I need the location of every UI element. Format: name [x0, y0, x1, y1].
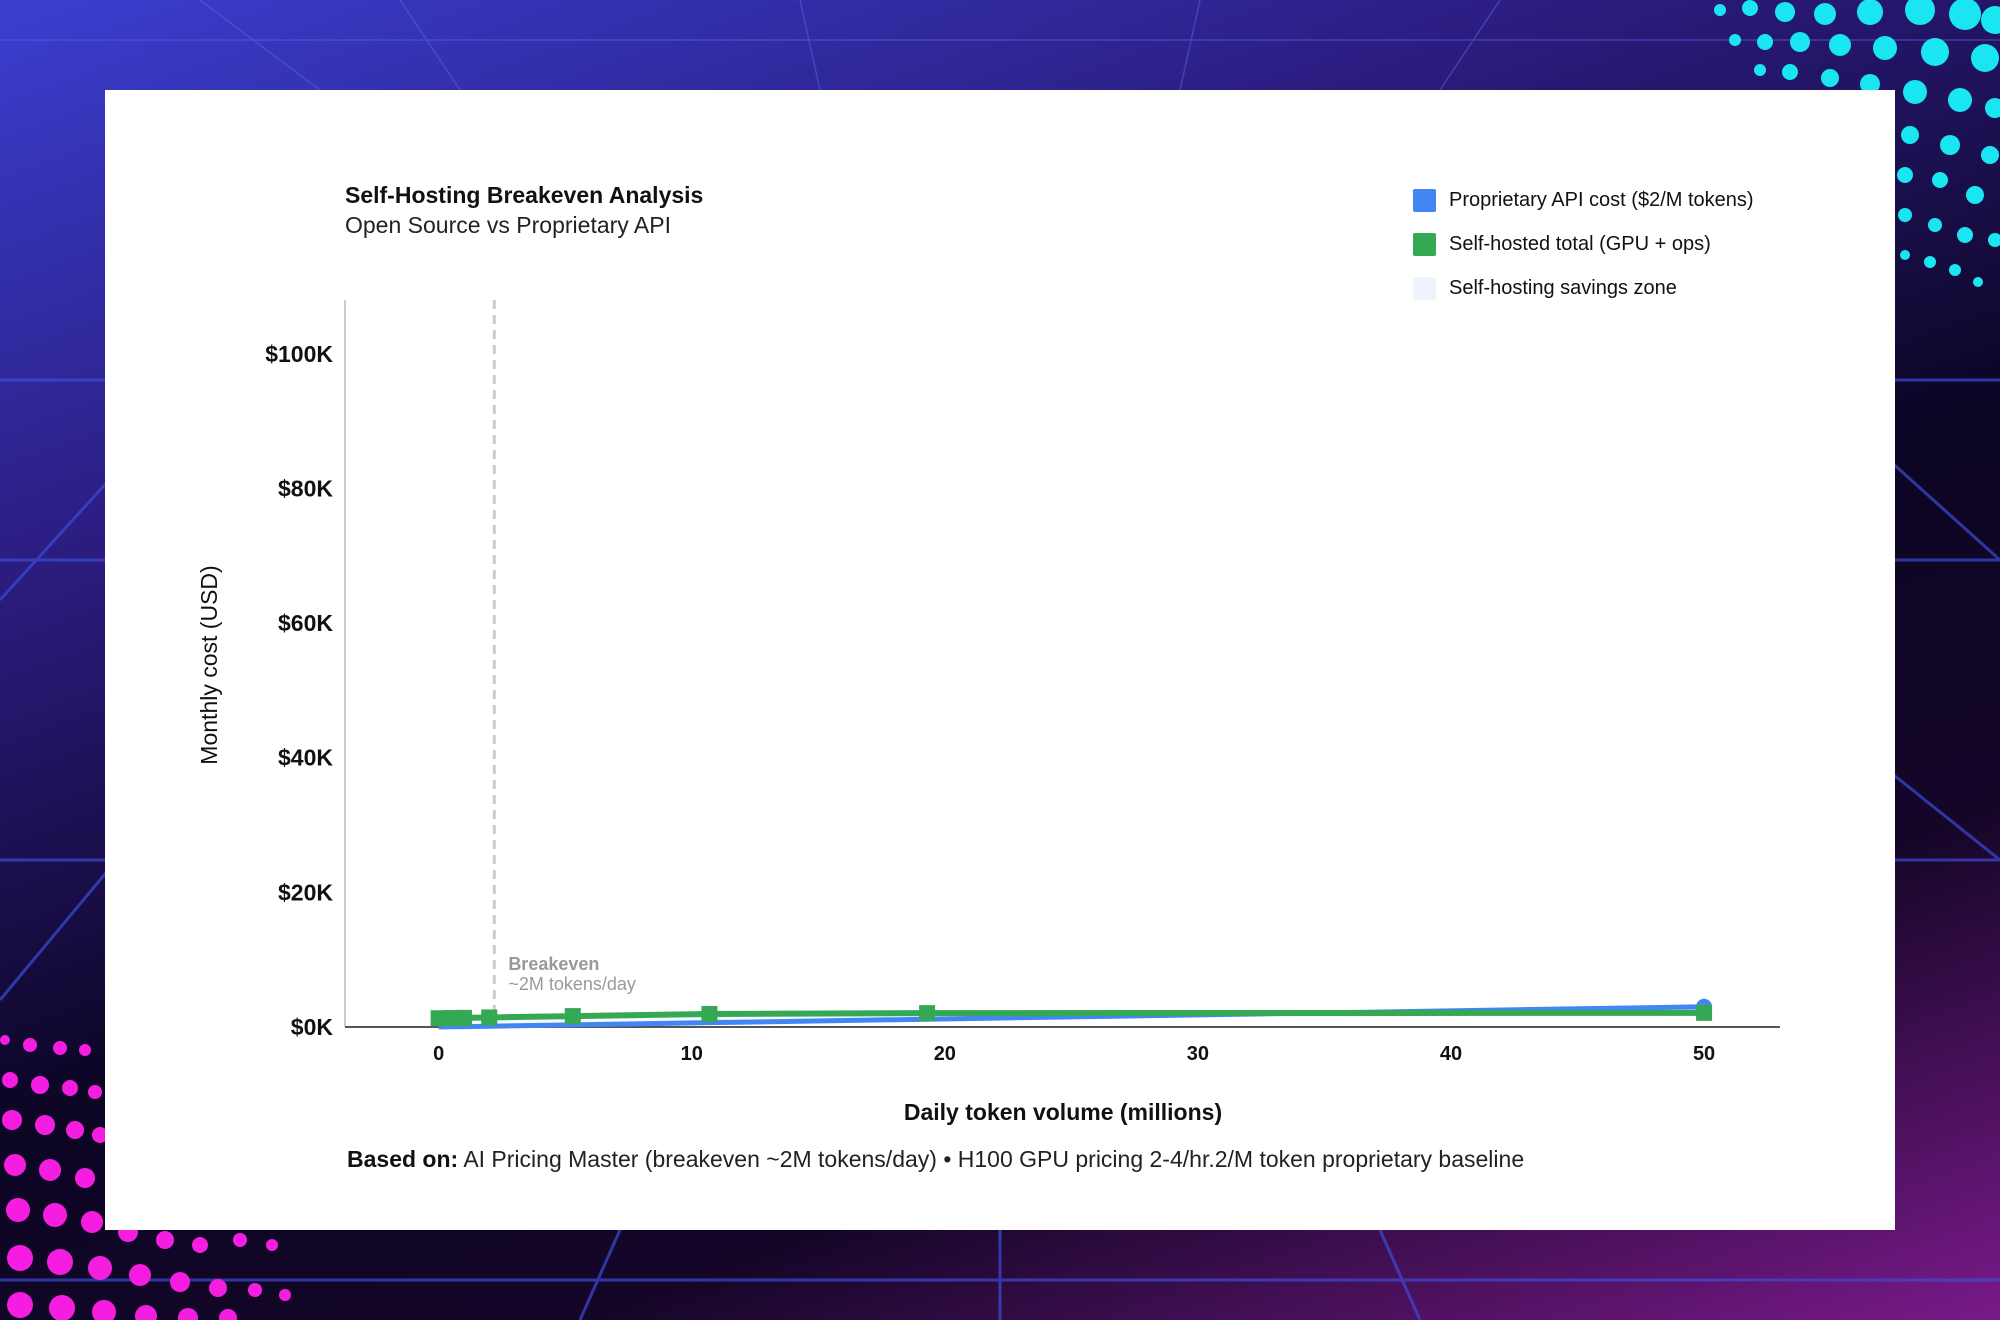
- x-tick-label: 40: [1440, 1043, 1462, 1065]
- x-axis-ticks: 0 10 20 30 40 50: [433, 1043, 1715, 1065]
- proprietary-line: [438, 1004, 1705, 1030]
- breakeven-label: Breakeven: [508, 954, 599, 974]
- self-hosted-point: [443, 1010, 460, 1027]
- x-tick-label: 20: [934, 1043, 956, 1065]
- footer-text: AI Pricing Master (breakeven ~2M tokens/…: [463, 1146, 1525, 1172]
- y-axis-label: Monthly cost (USD): [196, 565, 222, 764]
- x-tick-label: 50: [1693, 1043, 1715, 1065]
- y-tick-label: $20K: [278, 879, 333, 905]
- legend-swatch-proprietary: [1413, 188, 1436, 212]
- self-hosted-point: [430, 1010, 447, 1027]
- legend-swatch-savings-zone: [1413, 276, 1436, 300]
- legend-item-savings-zone: Self-hosting savings zone: [1413, 266, 1754, 310]
- legend-item-self-hosted: Self-hosted total (GPU + ops): [1413, 222, 1754, 266]
- y-axis-ticks: $0K $20K $40K $60K $80K $100K: [265, 341, 333, 1040]
- x-tick-label: 10: [681, 1043, 703, 1065]
- self-hosted-point: [455, 1009, 472, 1026]
- legend-item-proprietary: Proprietary API cost ($2/M tokens): [1413, 178, 1754, 222]
- legend: Proprietary API cost ($2/M tokens) Self-…: [1413, 178, 1754, 310]
- chart-title: Self-Hosting Breakeven Analysis: [345, 182, 704, 208]
- y-tick-label: $40K: [278, 745, 333, 771]
- self-hosted-point: [919, 1005, 936, 1022]
- y-tick-label: $100K: [265, 341, 333, 367]
- footer-source: Based on: AI Pricing Master (breakeven ~…: [347, 1146, 1524, 1173]
- chart-card: $0K $20K $40K $60K $80K $100K 0 10 20 30 40 50 Bre…: [105, 90, 1895, 1230]
- self-hosted-point: [701, 1005, 718, 1022]
- self-hosted-point: [481, 1009, 498, 1026]
- x-tick-label: 0: [433, 1043, 444, 1065]
- series-self-hosted: [430, 1004, 1713, 1027]
- footer-bold-label: Based on:: [347, 1146, 459, 1172]
- legend-label-proprietary: Proprietary API cost ($2/M tokens): [1449, 188, 1754, 211]
- breakeven-sublabel: ~2M tokens/day: [508, 974, 636, 994]
- legend-swatch-self-hosted: [1413, 232, 1436, 256]
- x-axis-label: Daily token volume (millions): [904, 1099, 1222, 1125]
- legend-label-self-hosted: Self-hosted total (GPU + ops): [1449, 232, 1711, 255]
- self-hosted-point: [1696, 1004, 1713, 1021]
- chart-canvas: $0K $20K $40K $60K $80K $100K 0 10 20 30 40 50 Bre…: [196, 300, 1780, 1125]
- y-tick-label: $0K: [291, 1014, 334, 1040]
- series-layer: [430, 998, 1713, 1030]
- x-tick-label: 30: [1187, 1043, 1209, 1065]
- legend-label-savings-zone: Self-hosting savings zone: [1449, 276, 1677, 299]
- self-hosted-point: [564, 1008, 581, 1025]
- y-tick-label: $80K: [278, 475, 333, 501]
- breakeven-annotation: Breakeven~2M tokens/day: [492, 300, 636, 1027]
- y-tick-label: $60K: [278, 610, 333, 636]
- chart-subtitle: Open Source vs Proprietary API: [345, 212, 671, 238]
